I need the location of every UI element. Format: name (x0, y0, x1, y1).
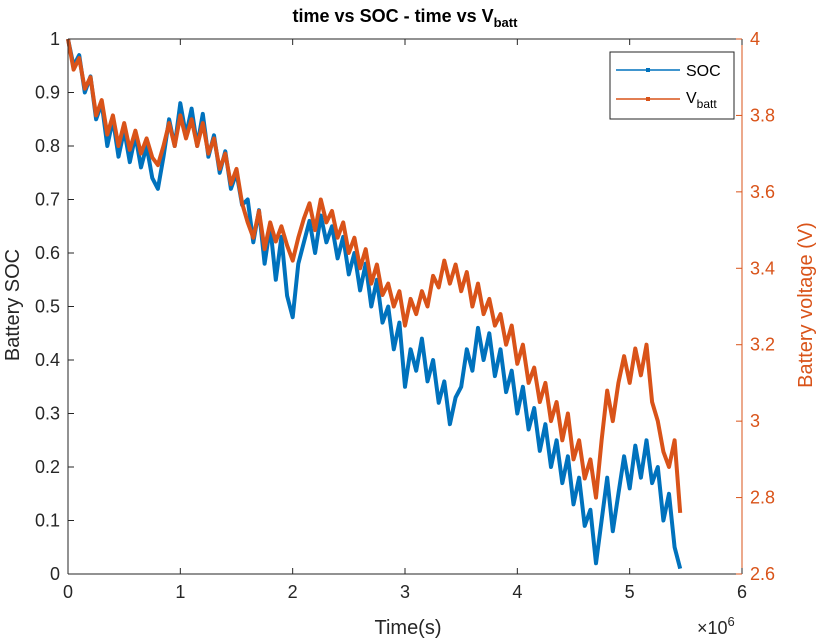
legend-vbatt-sub: batt (697, 97, 718, 111)
y-left-tick-label: 0.1 (35, 511, 60, 531)
x-axis-exponent-power: 6 (728, 614, 735, 629)
legend-soc-label: SOC (686, 63, 721, 80)
legend-vbatt-name: V (686, 90, 697, 107)
y-left-tick-label: 0.7 (35, 190, 60, 210)
x-tick-label: 2 (288, 582, 298, 602)
y-right-tick-label: 2.8 (750, 488, 775, 508)
axes-layer: 0 1 2 3 4 5 6 0 0.1 0.2 0.3 0.4 0.5 0.6 0.7 0.8 0.9 1 2.6 2… (35, 29, 775, 602)
y-left-tick-label: 0.5 (35, 297, 60, 317)
x-axis-exponent-base: ×10 (697, 618, 728, 638)
y-right-tick-label: 3.4 (750, 258, 775, 278)
legend: SOC Vbatt (609, 51, 735, 120)
y-axis-left-title: Battery SOC (2, 249, 24, 361)
legend-soc-marker (646, 68, 650, 72)
x-tick-label: 0 (63, 582, 73, 602)
legend-soc-name: SOC (686, 63, 721, 80)
y-left-tick-label: 1 (50, 29, 60, 49)
y-left-tick-label: 0.6 (35, 243, 60, 263)
chart-title-sub: batt (494, 15, 519, 30)
y-right-tick-label: 3.2 (750, 335, 775, 355)
y-right-tick-label: 3.6 (750, 182, 775, 202)
y-left-tick-label: 0.3 (35, 404, 60, 424)
y-left-tick-label: 0.2 (35, 457, 60, 477)
x-axis-title: Time(s) (374, 617, 441, 639)
legend-vbatt-marker (646, 97, 650, 101)
soc-series-line (66, 38, 683, 570)
y-right-tick-label: 2.6 (750, 564, 775, 584)
x-tick-label: 4 (512, 582, 522, 602)
vbatt-series-line (66, 38, 683, 514)
legend-box (609, 51, 735, 120)
x-tick-label: 5 (625, 582, 635, 602)
chart-title-main: time vs SOC - time vs V (293, 6, 494, 26)
y-right-tick-label: 3 (750, 411, 760, 431)
x-tick-label: 3 (400, 582, 410, 602)
y-left-tick-label: 0.4 (35, 350, 60, 370)
y-left-tick-label: 0.8 (35, 136, 60, 156)
y-left-tick-label: 0 (50, 564, 60, 584)
y-right-tick-label: 4 (750, 29, 760, 49)
x-axis-exponent: ×106 (697, 614, 735, 638)
x-tick-label: 6 (737, 582, 747, 602)
y-left-tick-label: 0.9 (35, 83, 60, 103)
x-tick-label: 1 (175, 582, 185, 602)
y-axis-right-title: Battery voltage (V) (795, 222, 817, 388)
legend-vbatt-label: Vbatt (686, 90, 717, 111)
chart-title: time vs SOC - time vs Vbatt (293, 6, 519, 30)
series-layer (66, 38, 683, 570)
y-right-tick-label: 3.8 (750, 105, 775, 125)
